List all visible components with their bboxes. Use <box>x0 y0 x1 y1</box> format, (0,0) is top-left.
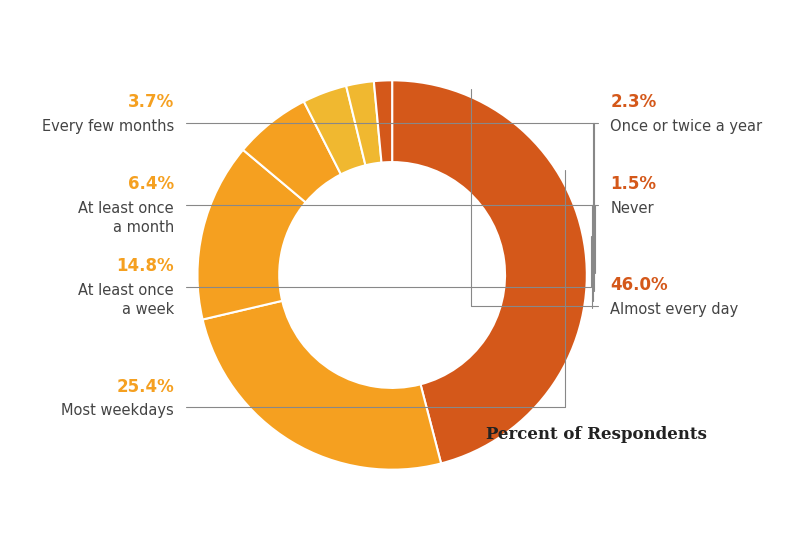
Wedge shape <box>374 80 392 163</box>
Text: Never: Never <box>610 201 654 216</box>
Text: 3.7%: 3.7% <box>128 94 174 112</box>
Text: 2.3%: 2.3% <box>610 94 657 112</box>
Text: Almost every day: Almost every day <box>610 302 738 317</box>
Wedge shape <box>304 86 366 174</box>
Text: Most weekdays: Most weekdays <box>62 404 174 419</box>
Text: 1.5%: 1.5% <box>610 175 656 193</box>
Wedge shape <box>346 81 382 166</box>
Wedge shape <box>392 80 587 464</box>
Wedge shape <box>198 150 306 320</box>
Text: At least once
a month: At least once a month <box>78 201 174 235</box>
Text: Once or twice a year: Once or twice a year <box>610 119 762 134</box>
Text: 46.0%: 46.0% <box>610 277 668 294</box>
Text: Every few months: Every few months <box>42 119 174 134</box>
Text: 6.4%: 6.4% <box>128 175 174 193</box>
Wedge shape <box>202 301 441 470</box>
Text: Percent of Respondents: Percent of Respondents <box>486 426 706 443</box>
Text: 25.4%: 25.4% <box>116 378 174 395</box>
Text: 14.8%: 14.8% <box>117 257 174 275</box>
Wedge shape <box>243 102 341 202</box>
Text: At least once
a week: At least once a week <box>78 283 174 317</box>
